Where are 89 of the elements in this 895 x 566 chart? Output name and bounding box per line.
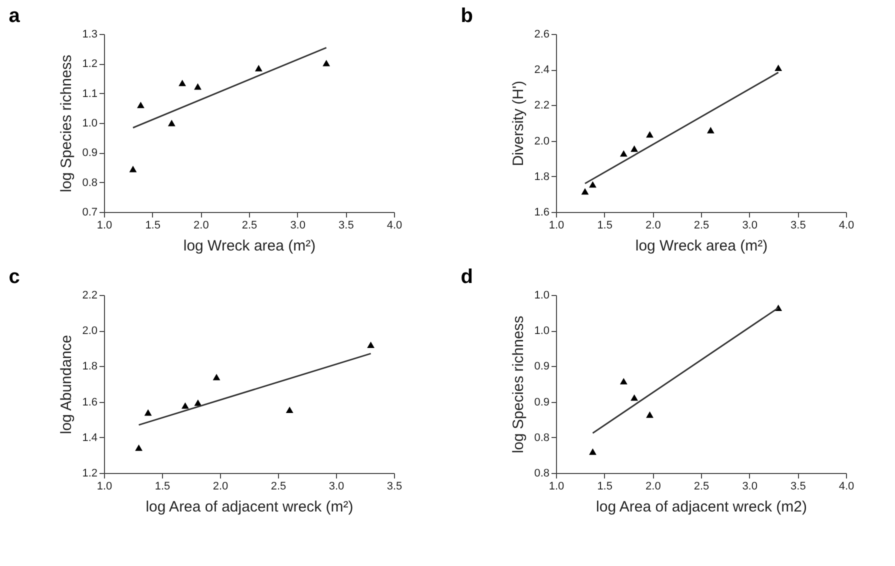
y-tick-label: 0.9 — [82, 147, 98, 160]
point — [774, 64, 782, 72]
point — [620, 378, 628, 384]
y-tick-label: 1.2 — [82, 58, 98, 70]
x-tick-label: 3.5 — [338, 220, 354, 232]
point — [589, 448, 596, 455]
y-tick-label: 1.4 — [82, 432, 98, 444]
x-tick-label: 2.5 — [694, 220, 710, 232]
y-tick-label: 1.8 — [82, 360, 98, 373]
y-tick-label: 0.9 — [534, 396, 550, 408]
y-tick-label: 2.4 — [534, 64, 550, 76]
y-tick-label: 1.8 — [534, 170, 550, 183]
point — [135, 444, 143, 451]
chart-title: c — [8, 266, 20, 288]
x-tick-label: 2.0 — [212, 480, 228, 492]
y-tick-label: 1.0 — [534, 325, 550, 338]
y-axis-title: Diversity (H') — [510, 80, 528, 166]
point — [322, 60, 330, 66]
x-tick-label: 2.0 — [646, 220, 661, 232]
point — [129, 166, 137, 172]
x-tick-label: 2.0 — [646, 480, 661, 492]
point — [581, 188, 589, 195]
y-tick-label: 2.0 — [534, 135, 550, 148]
x-axis-title: log Area of adjacent wreck (m2) — [596, 498, 807, 516]
x-axis-title: log Wreck area (m²) — [635, 238, 768, 254]
x-axis-title: log Area of adjacent wreck (m²) — [146, 498, 354, 516]
point — [589, 181, 596, 188]
x-tick-label: 3.5 — [790, 220, 806, 232]
x-tick-label: 3.0 — [290, 220, 306, 232]
y-tick-label: 2.6 — [534, 28, 550, 40]
y-tick-label: 2.0 — [82, 325, 98, 338]
y-tick-label: 0.8 — [534, 468, 550, 480]
x-tick-label: 4.0 — [838, 480, 854, 492]
y-tick-label: 1.6 — [82, 396, 98, 408]
y-tick-label: 2.2 — [534, 100, 550, 112]
x-tick-label: 3.5 — [790, 480, 806, 492]
x-tick-label: 1.0 — [96, 220, 112, 232]
y-tick-label: 0.8 — [82, 176, 98, 189]
chart-title: d — [460, 266, 473, 288]
x-tick-label: 1.5 — [597, 220, 612, 232]
point — [212, 374, 220, 380]
x-tick-label: 3.0 — [742, 480, 758, 492]
x-tick-label: 2.5 — [694, 480, 710, 492]
x-tick-label: 3.5 — [386, 480, 402, 492]
chart-title: b — [460, 5, 473, 27]
point — [144, 409, 152, 416]
x-tick-label: 1.5 — [154, 480, 170, 492]
y-tick-label: 1.2 — [82, 468, 98, 480]
point — [194, 399, 202, 406]
x-tick-label: 4.0 — [386, 220, 402, 232]
x-tick-label: 1.5 — [597, 480, 612, 492]
y-tick-label: 1.1 — [82, 88, 98, 100]
point — [194, 83, 202, 90]
x-tick-label: 3.0 — [328, 480, 344, 492]
point — [630, 394, 638, 401]
x-tick-label: 1.0 — [96, 480, 112, 492]
x-tick-label: 1.5 — [145, 220, 160, 232]
chart-title: a — [8, 5, 21, 27]
y-tick-label: 1.0 — [82, 118, 98, 130]
point — [646, 411, 654, 418]
y-axis-title: log Species richness — [510, 316, 528, 454]
point — [254, 64, 262, 72]
y-tick-label: 0.8 — [534, 432, 550, 444]
x-tick-label: 3.0 — [742, 220, 758, 232]
point — [168, 120, 176, 126]
y-axis-title: log Species richness — [58, 54, 76, 192]
y-tick-label: 1.0 — [534, 290, 550, 302]
x-tick-label: 2.5 — [270, 480, 286, 492]
y-tick-label: 0.7 — [82, 206, 98, 218]
point — [181, 402, 189, 409]
x-tick-label: 2.0 — [194, 220, 209, 232]
point — [286, 406, 294, 414]
y-tick-label: 0.9 — [534, 360, 550, 373]
y-tick-label: 2.2 — [82, 290, 98, 302]
point — [178, 80, 186, 86]
point — [646, 131, 654, 138]
point — [706, 126, 714, 134]
point — [630, 145, 638, 152]
x-tick-label: 4.0 — [838, 220, 854, 232]
y-tick-label: 1.3 — [82, 28, 98, 40]
point — [620, 150, 628, 157]
y-tick-label: 1.6 — [534, 206, 550, 218]
point — [137, 102, 144, 108]
x-tick-label: 2.5 — [242, 220, 258, 232]
x-axis-title: log Wreck area (m²) — [183, 238, 316, 254]
x-tick-label: 1.0 — [548, 220, 564, 232]
x-tick-label: 1.0 — [548, 480, 564, 492]
point — [367, 342, 375, 348]
y-axis-title: log Abundance — [58, 334, 76, 434]
